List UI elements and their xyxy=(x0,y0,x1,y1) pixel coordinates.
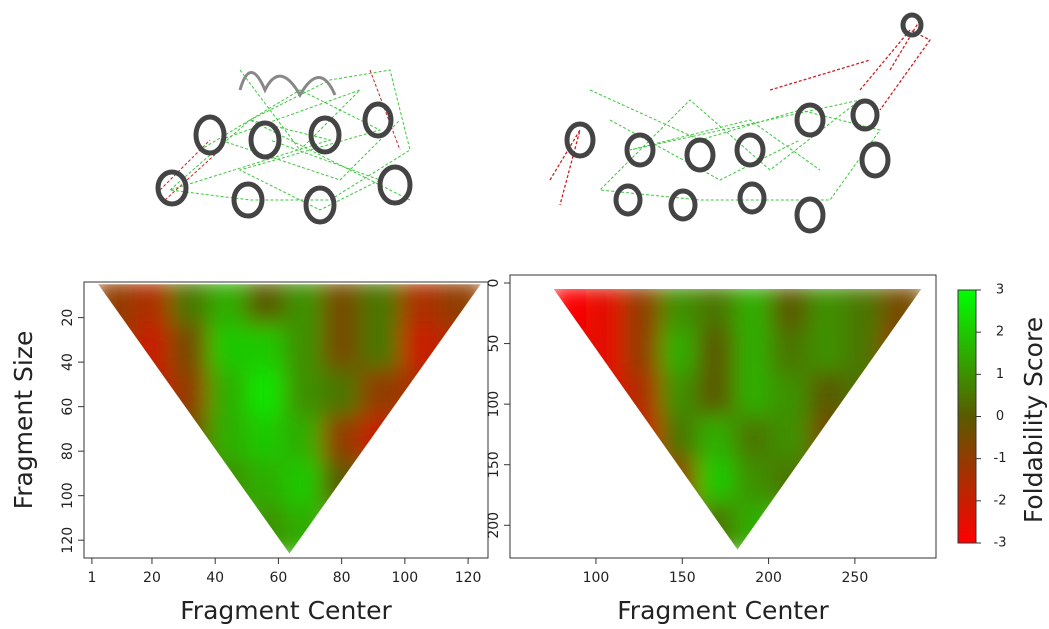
colorbar-tick-label: -2 xyxy=(994,493,1007,508)
x-tick-label: 40 xyxy=(206,570,224,586)
y-tick-label: 50 xyxy=(486,335,502,353)
heat-cell xyxy=(586,372,630,424)
colorbar-tick-label: 0 xyxy=(996,409,1004,424)
colorbar-tick-label: -3 xyxy=(994,536,1007,551)
heat-cell xyxy=(771,458,815,510)
x-tick-label: 80 xyxy=(333,570,351,586)
y-tick-label: 60 xyxy=(60,398,76,416)
colorbar-tick-label: 2 xyxy=(996,325,1004,340)
heatmap-cells xyxy=(550,285,926,553)
x-axis-title: Fragment Center xyxy=(180,596,392,625)
x-axis-title: Fragment Center xyxy=(617,596,829,625)
heat-cell xyxy=(360,416,406,469)
colorbar-tick-label: -1 xyxy=(994,451,1007,466)
y-tick-label: 40 xyxy=(60,353,76,371)
x-tick-label: 200 xyxy=(755,570,782,586)
y-tick-label: 150 xyxy=(486,451,502,478)
x-tick-label: 250 xyxy=(842,570,869,586)
y-axis-title: Fragment Size xyxy=(9,331,38,510)
x-tick-label: 150 xyxy=(669,570,696,586)
colorbar xyxy=(958,290,976,543)
heat-cell xyxy=(881,329,925,381)
figure: 12040608010012020406080100120Fragment Ce… xyxy=(0,0,1049,629)
x-tick-label: 60 xyxy=(269,570,287,586)
y-tick-label: 100 xyxy=(60,482,76,509)
x-tick-label: 120 xyxy=(455,570,482,586)
y-tick-label: 120 xyxy=(60,527,76,554)
heat-cell xyxy=(322,461,368,514)
colorbar-tick-label: 1 xyxy=(996,367,1004,382)
y-tick-label: 200 xyxy=(486,512,502,539)
x-tick-label: 100 xyxy=(583,570,610,586)
heat-cell xyxy=(809,416,853,468)
y-tick-label: 80 xyxy=(60,442,76,460)
heat-cell xyxy=(696,502,740,554)
heat-cell xyxy=(360,369,406,422)
y-tick-label: 100 xyxy=(486,391,502,418)
heat-cell xyxy=(845,372,889,424)
heat-cell xyxy=(439,325,485,378)
y-tick-label: 0 xyxy=(486,279,502,288)
heat-cell xyxy=(284,505,330,558)
x-tick-label: 100 xyxy=(391,570,418,586)
protein-structure-left xyxy=(158,70,410,222)
heatmap-cells xyxy=(94,280,485,557)
x-tick-label: 1 xyxy=(87,570,96,586)
colorbar-title: Foldability Score xyxy=(1019,317,1048,523)
heatmap xyxy=(550,285,926,553)
colorbar-tick-label: 3 xyxy=(996,283,1004,298)
x-tick-label: 20 xyxy=(143,570,161,586)
y-tick-label: 20 xyxy=(60,309,76,327)
heatmap xyxy=(94,280,485,557)
protein-structure-right xyxy=(550,15,930,231)
heat-cell xyxy=(734,502,778,554)
heat-cell xyxy=(401,369,447,422)
